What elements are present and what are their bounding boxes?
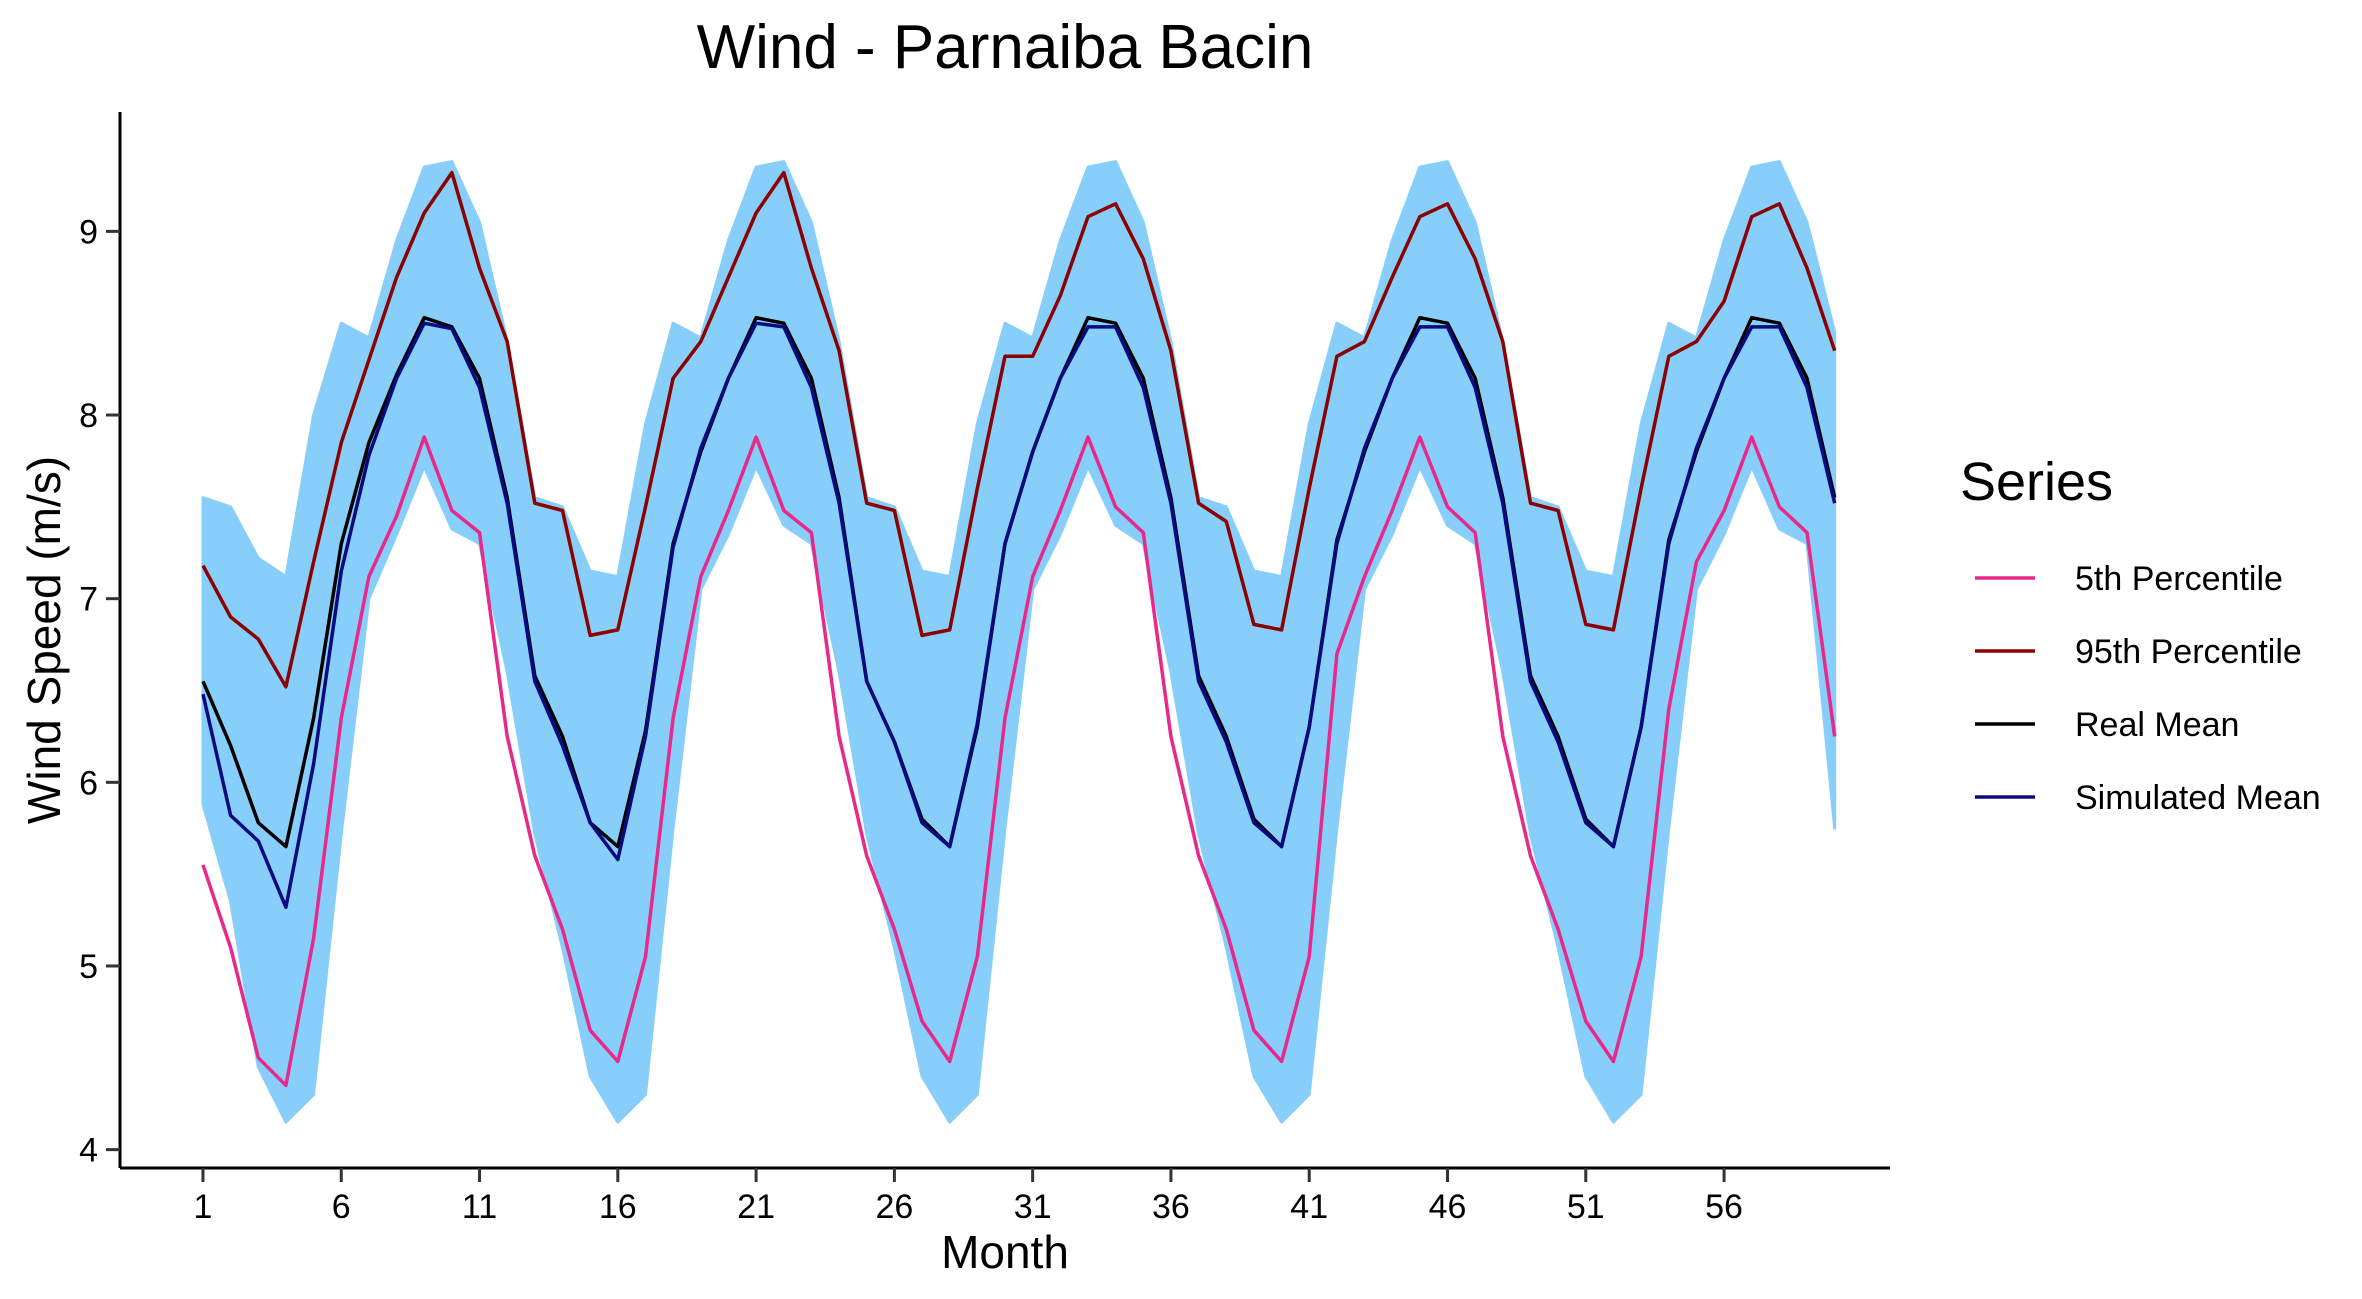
series-lines bbox=[201, 170, 1837, 1088]
legend-label-real-mean: Real Mean bbox=[2075, 706, 2239, 744]
series-line-simulated-mean bbox=[201, 321, 1837, 909]
x-axis-ticks: 1 6 11 16 21 26 31 36 41 46 51 56 bbox=[194, 1168, 1743, 1226]
x-axis-label: Month bbox=[941, 1226, 1069, 1278]
legend-label-simulated-mean: Simulated Mean bbox=[2075, 779, 2321, 817]
y-tick-label: 8 bbox=[79, 397, 98, 435]
legend: Series 5th Percentile 95th Percentile Real… bbox=[1960, 452, 2321, 817]
y-tick-label: 5 bbox=[79, 948, 98, 986]
y-tick-label: 7 bbox=[79, 581, 98, 619]
legend-label-95th-percentile: 95th Percentile bbox=[2075, 633, 2302, 671]
series-line-5th-percentile bbox=[201, 435, 1837, 1088]
x-tick-label: 21 bbox=[737, 1188, 775, 1226]
x-tick-label: 11 bbox=[462, 1188, 497, 1226]
legend-label-5th-percentile: 5th Percentile bbox=[2075, 560, 2283, 598]
x-tick-label: 36 bbox=[1152, 1188, 1190, 1226]
x-tick-label: 16 bbox=[599, 1188, 637, 1226]
y-tick-label: 9 bbox=[79, 213, 98, 251]
x-tick-label: 26 bbox=[875, 1188, 913, 1226]
x-tick-label: 6 bbox=[332, 1188, 351, 1226]
legend-title: Series bbox=[1960, 452, 2113, 512]
x-tick-label: 51 bbox=[1567, 1188, 1605, 1226]
legend-items: 5th Percentile 95th Percentile Real Mean Si… bbox=[1975, 560, 2321, 817]
x-tick-label: 46 bbox=[1429, 1188, 1467, 1226]
y-tick-label: 6 bbox=[79, 764, 98, 802]
x-tick-label: 41 bbox=[1290, 1188, 1328, 1226]
series-line-95th-percentile bbox=[201, 170, 1837, 689]
x-tick-label: 1 bbox=[194, 1188, 213, 1226]
y-axis-label: Wind Speed (m/s) bbox=[18, 456, 70, 824]
y-tick-label: 4 bbox=[79, 1132, 98, 1170]
y-axis-ticks: 4 5 6 7 8 9 bbox=[79, 213, 120, 1170]
chart-title: Wind - Parnaiba Bacin bbox=[697, 13, 1314, 82]
x-tick-label: 56 bbox=[1705, 1188, 1743, 1226]
x-tick-label: 31 bbox=[1014, 1188, 1052, 1226]
